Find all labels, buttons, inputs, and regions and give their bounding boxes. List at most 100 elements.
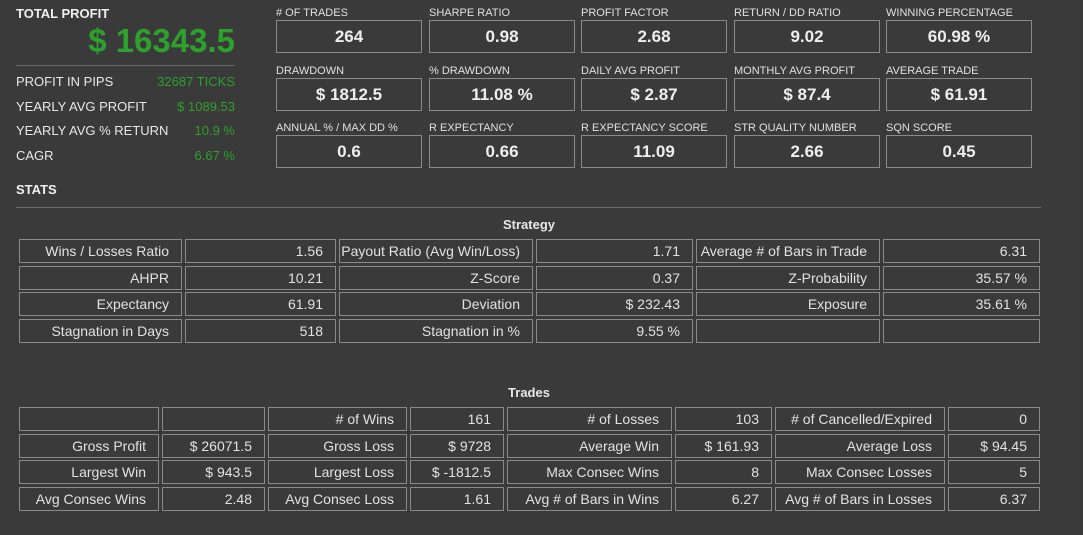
metric-label: ANNUAL % / MAX DD % <box>276 122 398 134</box>
table-cell: 1.71 <box>536 239 693 263</box>
table-cell: 8 <box>675 460 772 484</box>
table-cell <box>883 319 1040 343</box>
metric-label: DAILY AVG PROFIT <box>581 65 681 77</box>
table-cell: Largest Loss <box>268 460 407 484</box>
summary-value: $ 1089.53 <box>177 98 235 114</box>
stats-heading: STATS <box>16 182 57 197</box>
table-cell: 35.57 % <box>883 266 1040 290</box>
table-cell: 35.61 % <box>883 292 1040 316</box>
metric-value: 2.66 <box>734 135 880 168</box>
table-cell: 0 <box>948 407 1040 431</box>
metric-label: SHARPE RATIO <box>429 7 511 19</box>
table-title: Strategy <box>502 217 556 232</box>
table-cell: Max Consec Wins <box>507 460 672 484</box>
table-cell <box>19 407 159 431</box>
metric-value: 0.66 <box>429 135 575 168</box>
table-cell: 518 <box>185 319 336 343</box>
metric-label: MONTHLY AVG PROFIT <box>734 65 856 77</box>
table-cell: 9.55 % <box>536 319 693 343</box>
summary-value: 6.67 % <box>194 148 235 164</box>
metric-label: WINNING PERCENTAGE <box>886 7 1013 19</box>
table-cell: # of Wins <box>268 407 407 431</box>
table-cell: 6.31 <box>883 239 1040 263</box>
table-cell: Stagnation in % <box>339 319 533 343</box>
metric-value: $ 1812.5 <box>276 78 422 111</box>
metric-value: 264 <box>276 20 422 53</box>
metric-value: 11.09 <box>581 135 727 168</box>
table-cell: $ 943.5 <box>162 460 265 484</box>
table-cell: $ 9728 <box>410 434 504 458</box>
table-cell: # of Cancelled/Expired <box>775 407 945 431</box>
metric-label: SQN SCORE <box>886 122 953 134</box>
metric-value: 2.68 <box>581 20 727 53</box>
summary-value: 32687 TICKS <box>157 74 235 89</box>
total-profit-title: TOTAL PROFIT <box>16 6 110 21</box>
table-cell: # of Losses <box>507 407 672 431</box>
table-cell: Avg # of Bars in Losses <box>775 487 945 511</box>
summary-label: YEARLY AVG PROFIT <box>16 98 147 114</box>
table-cell: Average # of Bars in Trade <box>696 239 880 263</box>
table-cell: Z-Score <box>339 266 533 290</box>
table-cell: $ 161.93 <box>675 434 772 458</box>
table-cell: 61.91 <box>185 292 336 316</box>
table-cell: 6.37 <box>948 487 1040 511</box>
table-cell: 6.27 <box>675 487 772 511</box>
table-cell: Payout Ratio (Avg Win/Loss) <box>339 239 533 263</box>
table-cell: 103 <box>675 407 772 431</box>
metric-value: 0.45 <box>886 135 1032 168</box>
table-cell: Average Win <box>507 434 672 458</box>
table-cell: $ 94.45 <box>948 434 1040 458</box>
metric-label: PROFIT FACTOR <box>581 7 669 19</box>
metric-value: $ 2.87 <box>581 78 727 111</box>
table-cell: 1.56 <box>185 239 336 263</box>
metric-label: # OF TRADES <box>276 7 348 19</box>
table-cell: Gross Profit <box>19 434 159 458</box>
summary-label: PROFIT IN PIPS <box>16 74 114 89</box>
divider <box>16 207 1041 208</box>
metric-value: 60.98 % <box>886 20 1032 53</box>
table-cell: $ -1812.5 <box>410 460 504 484</box>
metric-value: 11.08 % <box>429 78 575 111</box>
summary-label: CAGR <box>16 148 54 164</box>
metric-label: RETURN / DD RATIO <box>734 7 841 19</box>
table-cell: 5 <box>948 460 1040 484</box>
table-cell: Avg Consec Wins <box>19 487 159 511</box>
table-cell <box>162 407 265 431</box>
metric-value: $ 87.4 <box>734 78 880 111</box>
table-cell: 0.37 <box>536 266 693 290</box>
table-title: Trades <box>508 385 550 400</box>
summary-label: YEARLY AVG % RETURN <box>16 123 169 139</box>
table-cell: Wins / Losses Ratio <box>19 239 182 263</box>
table-cell: AHPR <box>19 266 182 290</box>
table-cell: $ 26071.5 <box>162 434 265 458</box>
divider <box>16 65 235 66</box>
table-cell: Max Consec Losses <box>775 460 945 484</box>
table-cell: Gross Loss <box>268 434 407 458</box>
table-cell: 161 <box>410 407 504 431</box>
table-cell: Largest Win <box>19 460 159 484</box>
table-cell: Exposure <box>696 292 880 316</box>
table-cell: Z-Probability <box>696 266 880 290</box>
total-profit-value: $ 16343.5 <box>88 22 235 59</box>
table-cell: Deviation <box>339 292 533 316</box>
metric-label: DRAWDOWN <box>276 65 345 77</box>
summary-value: 10.9 % <box>194 123 235 139</box>
table-cell: Average Loss <box>775 434 945 458</box>
metric-value: 0.6 <box>276 135 422 168</box>
metric-label: R EXPECTANCY <box>429 122 514 134</box>
metric-label: STR QUALITY NUMBER <box>734 122 857 134</box>
table-cell <box>696 319 880 343</box>
metric-value: 0.98 <box>429 20 575 53</box>
table-cell: $ 232.43 <box>536 292 693 316</box>
metric-value: 9.02 <box>734 20 880 53</box>
table-cell: Stagnation in Days <box>19 319 182 343</box>
table-cell: 10.21 <box>185 266 336 290</box>
table-cell: 1.61 <box>410 487 504 511</box>
metric-label: R EXPECTANCY SCORE <box>581 122 708 134</box>
table-cell: Avg # of Bars in Wins <box>507 487 672 511</box>
table-cell: 2.48 <box>162 487 265 511</box>
metric-value: $ 61.91 <box>886 78 1032 111</box>
table-cell: Avg Consec Loss <box>268 487 407 511</box>
table-cell: Expectancy <box>19 292 182 316</box>
